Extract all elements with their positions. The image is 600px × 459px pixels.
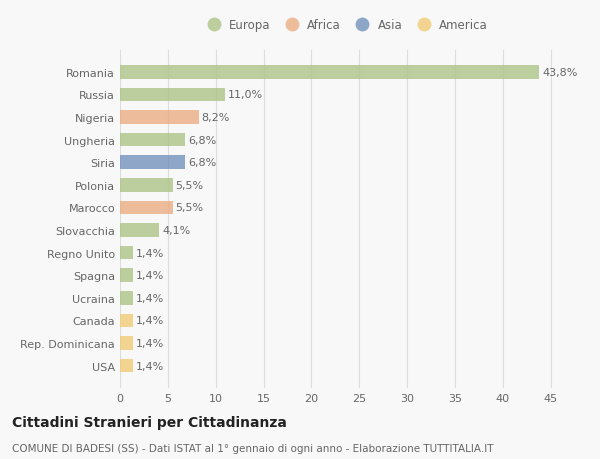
Bar	[120, 359, 133, 373]
Text: 6,8%: 6,8%	[188, 135, 216, 145]
Text: 6,8%: 6,8%	[188, 158, 216, 168]
Text: COMUNE DI BADESI (SS) - Dati ISTAT al 1° gennaio di ogni anno - Elaborazione TUT: COMUNE DI BADESI (SS) - Dati ISTAT al 1°…	[12, 443, 493, 453]
Text: 1,4%: 1,4%	[136, 316, 164, 325]
Bar	[120, 291, 133, 305]
Text: 1,4%: 1,4%	[136, 248, 164, 258]
Bar	[120, 111, 199, 124]
Bar	[120, 66, 539, 79]
Bar	[120, 179, 173, 192]
Bar	[120, 246, 133, 260]
Bar	[120, 314, 133, 327]
Text: 8,2%: 8,2%	[202, 113, 230, 123]
Text: 1,4%: 1,4%	[136, 293, 164, 303]
Bar	[120, 156, 185, 169]
Bar	[120, 201, 173, 215]
Bar	[120, 224, 159, 237]
Text: Cittadini Stranieri per Cittadinanza: Cittadini Stranieri per Cittadinanza	[12, 415, 287, 429]
Legend: Europa, Africa, Asia, America: Europa, Africa, Asia, America	[202, 19, 488, 32]
Bar	[120, 269, 133, 282]
Text: 1,4%: 1,4%	[136, 270, 164, 280]
Bar	[120, 336, 133, 350]
Text: 1,4%: 1,4%	[136, 338, 164, 348]
Text: 11,0%: 11,0%	[228, 90, 263, 100]
Text: 4,1%: 4,1%	[162, 225, 190, 235]
Text: 5,5%: 5,5%	[176, 203, 203, 213]
Bar	[120, 89, 226, 102]
Text: 5,5%: 5,5%	[176, 180, 203, 190]
Text: 43,8%: 43,8%	[542, 67, 578, 78]
Bar	[120, 134, 185, 147]
Text: 1,4%: 1,4%	[136, 361, 164, 371]
